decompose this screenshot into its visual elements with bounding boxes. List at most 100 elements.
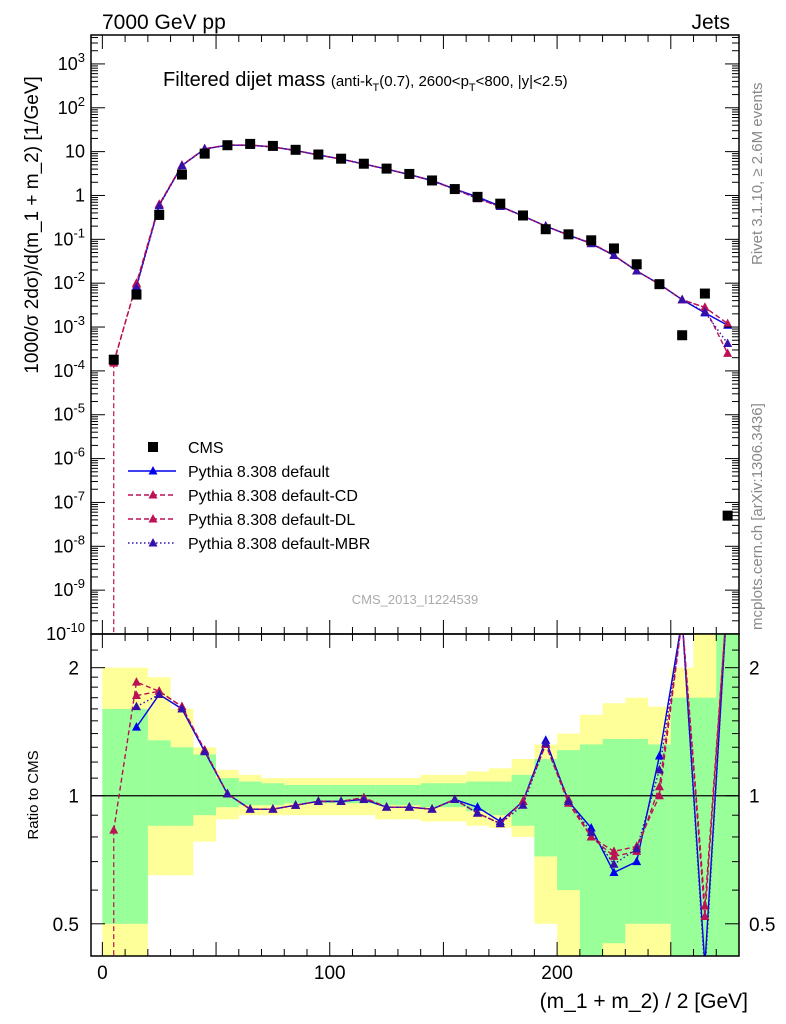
legend-marker-1 <box>148 466 158 475</box>
cms-point <box>586 235 597 246</box>
series-line-3 <box>113 144 729 363</box>
ratio-y-tick-label-right: 2 <box>749 659 760 680</box>
legend-marker-3 <box>148 514 158 523</box>
uncertainty-band-inner <box>307 784 330 804</box>
uncertainty-band-inner <box>397 784 421 806</box>
cms-point <box>608 243 619 254</box>
cms-point <box>131 289 142 300</box>
ratio-1-point <box>654 781 664 791</box>
ratio-0-point <box>654 750 664 760</box>
ratio-2-point <box>700 901 710 910</box>
header-left: 7000 GeV pp <box>102 11 226 34</box>
ratio-3-point <box>541 738 551 747</box>
ratio-ylabel: Ratio to CMS <box>25 750 42 839</box>
series-4-point <box>177 160 187 170</box>
ratio-3-point <box>131 701 141 711</box>
rivet-label: Rivet 3.1.10, ≥ 2.6M events <box>749 83 766 266</box>
y-tick-label: 10-4 <box>53 357 85 381</box>
ratio-3-point <box>632 843 642 853</box>
ratio-3-point <box>495 818 505 828</box>
uncertainty-band-inner <box>375 784 398 806</box>
cms-point <box>336 153 347 164</box>
series-4-point <box>131 282 141 291</box>
main-panel: 10-10 10-9 10-8 10-7 10-6 10-5 10-4 10-3 10-2 10-… <box>22 34 740 644</box>
ratio-1-point <box>131 677 141 686</box>
y-tick-label: 10-8 <box>53 532 85 556</box>
series-4-point <box>154 200 164 210</box>
cms-point <box>199 148 210 159</box>
ratio-3-point <box>382 802 392 811</box>
cms-point <box>540 224 551 235</box>
ratio-2-point <box>654 790 664 800</box>
cms-point <box>313 149 324 160</box>
main-title: Filtered dijet mass (anti-kT(0.7), 2600<… <box>163 69 568 94</box>
cms-point <box>290 144 301 155</box>
cms-point <box>677 330 688 341</box>
x-axis-label: (m_1 + m_2) / 2 [GeV] <box>540 990 748 1013</box>
ratio-3-point <box>450 794 460 803</box>
series-4-point <box>632 265 642 275</box>
series-4-point <box>609 250 619 259</box>
ratio-3-point <box>427 804 437 813</box>
y-tick-label: 10-5 <box>53 401 85 425</box>
ratio-y-tick-label: 2 <box>68 659 79 680</box>
ratio-3-point <box>177 703 187 713</box>
ratio-3-point <box>563 796 573 805</box>
x-tick-label: 0 <box>97 963 108 984</box>
ratio-3-point <box>654 764 664 774</box>
uncertainty-band-inner <box>648 744 671 924</box>
y-tick-label: 10 <box>65 142 85 162</box>
ratio-y-tick-label: 0.5 <box>53 915 79 936</box>
series-3-point <box>723 318 733 328</box>
uncertainty-band-inner <box>716 634 739 956</box>
ratio-3-point <box>313 796 323 805</box>
cms-point <box>176 169 187 180</box>
legend-label-0: CMS <box>188 440 224 457</box>
ratio-2-point <box>586 831 596 841</box>
series-line-1 <box>135 144 728 326</box>
legend-label-3: Pythia 8.308 default-DL <box>188 512 355 529</box>
ratio-0-point <box>632 856 642 866</box>
ratio-3-point <box>404 802 414 811</box>
y-tick-label: 10-3 <box>53 313 85 337</box>
y-tick-label: 10-9 <box>53 576 85 600</box>
uncertainty-band-inner <box>193 754 217 816</box>
legend-cms-marker <box>148 442 158 452</box>
cms-point <box>381 163 392 174</box>
ratio-y-tick-label: 1 <box>68 787 79 808</box>
y-tick-label: 10-6 <box>53 445 85 469</box>
uncertainty-band-inner <box>602 738 626 944</box>
legend-marker-2 <box>148 490 158 499</box>
ratio-3-point <box>154 689 164 698</box>
ratio-3-point <box>518 800 528 809</box>
mcplots-label: mcplots.cern.ch [arXiv:1306.3436] <box>749 403 766 630</box>
cms-point <box>154 209 165 220</box>
ratio-0-point <box>609 867 619 876</box>
legend-label-1: Pythia 8.308 default <box>188 464 330 481</box>
series-2-point <box>723 348 733 357</box>
uncertainty-band-inner <box>238 781 262 806</box>
uncertainty-band-inner <box>261 783 285 806</box>
ratio-2-point <box>131 690 141 700</box>
ratio-y-tick-label-right: 1 <box>749 787 760 808</box>
uncertainty-band-inner <box>693 697 717 956</box>
ratio-y-tick-label-right: 0.5 <box>749 915 775 936</box>
cms-point <box>472 191 483 202</box>
x-tick-label: 100 <box>314 963 346 984</box>
uncertainty-band-inner <box>557 750 580 891</box>
ratio-3-point <box>245 804 255 813</box>
uncertainty-band-inner <box>329 784 353 804</box>
cms-point <box>495 198 506 209</box>
cms-point <box>722 510 733 521</box>
ratio-1-point <box>609 851 619 860</box>
legend: CMS Pythia 8.308 default Pythia 8.308 defa… <box>128 440 370 553</box>
uncertainty-band-inner <box>102 708 126 924</box>
cms-point <box>449 184 460 195</box>
series-line-4 <box>135 144 729 344</box>
ratio-3-point <box>473 808 483 817</box>
x-tick-label: 200 <box>541 963 573 984</box>
ratio-1-point <box>109 825 119 834</box>
ratio-frame <box>90 633 740 957</box>
y-tick-label: 102 <box>58 94 85 118</box>
cms-point <box>631 259 642 270</box>
